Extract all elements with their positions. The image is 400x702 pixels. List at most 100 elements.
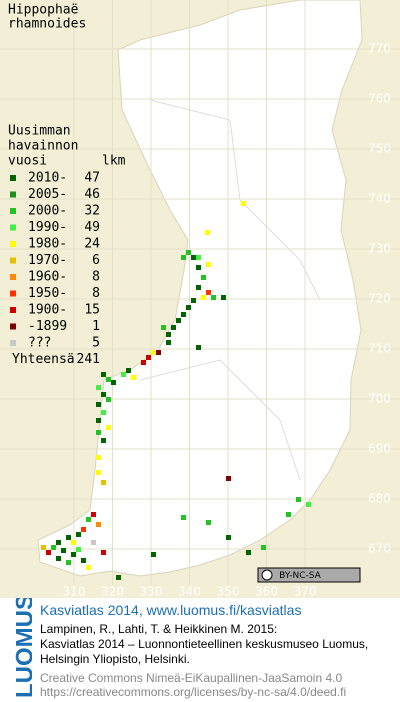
record-square — [96, 418, 101, 423]
x-tick-label: 370 — [294, 585, 317, 599]
record-square — [296, 497, 301, 502]
legend-label: 1980- — [28, 237, 67, 252]
region-border — [149, 99, 321, 301]
record-square — [76, 547, 81, 552]
record-square — [166, 332, 171, 337]
species-name: Hippophaë — [8, 3, 79, 18]
legend-header: vuosi — [8, 154, 47, 169]
record-square — [221, 295, 226, 300]
record-square — [201, 295, 206, 300]
record-square — [71, 540, 76, 545]
record-square — [106, 425, 111, 430]
y-tick-label: 760 — [368, 92, 391, 106]
legend-count: 8 — [92, 286, 100, 301]
record-square — [101, 372, 106, 377]
legend-label: ??? — [28, 336, 51, 351]
record-square — [181, 515, 186, 520]
record-square — [96, 470, 101, 475]
record-square — [196, 345, 201, 350]
record-square — [106, 397, 111, 402]
legend-count: 6 — [92, 253, 100, 268]
record-square — [96, 402, 101, 407]
legend-swatch — [10, 274, 16, 280]
legend-label: 1960- — [28, 270, 67, 285]
record-square — [126, 368, 131, 373]
x-tick-label: 320 — [101, 585, 124, 599]
legend-label: 2005- — [28, 187, 67, 202]
record-square — [191, 298, 196, 303]
record-square — [76, 532, 81, 537]
citation-line: Kasviatlas 2014 – Luonnontieteellinen ke… — [40, 637, 369, 651]
legend-header: Uusimman — [8, 124, 71, 139]
legend-label: 1990- — [28, 220, 67, 235]
legend-swatch — [10, 224, 16, 231]
record-square — [91, 540, 96, 545]
record-square — [41, 545, 46, 550]
record-square — [56, 540, 61, 545]
license-line: https://creativecommons.org/licenses/by-… — [40, 685, 347, 699]
legend-label: 1900- — [28, 303, 67, 318]
record-square — [206, 262, 211, 267]
legend-swatch — [10, 340, 16, 346]
license-line: Creative Commons Nimeä-EiKaupallinen-Jaa… — [40, 671, 343, 685]
record-square — [226, 476, 231, 481]
record-square — [96, 522, 101, 527]
record-square — [96, 430, 101, 435]
record-square — [101, 550, 106, 555]
record-square — [206, 290, 211, 295]
record-squares — [41, 201, 311, 580]
legend-count-header: lkm — [102, 154, 126, 169]
y-tick-label: 730 — [368, 242, 391, 256]
y-tick-label: 700 — [368, 392, 391, 406]
record-square — [116, 575, 121, 580]
record-square — [171, 325, 176, 330]
record-square — [151, 552, 156, 557]
total-label: Yhteensä — [12, 352, 75, 367]
legend-count: 1 — [92, 319, 100, 334]
record-square — [106, 377, 111, 382]
y-tick-label: 740 — [368, 192, 391, 206]
legend-label: 2000- — [28, 204, 67, 219]
record-square — [66, 560, 71, 565]
record-square — [101, 410, 106, 415]
record-square — [96, 455, 101, 460]
record-square — [205, 230, 210, 235]
citation-line: Lampinen, R., Lahti, T. & Heikkinen M. 2… — [40, 622, 278, 636]
record-square — [61, 548, 66, 553]
y-tick-label: 720 — [368, 292, 391, 306]
record-square — [186, 305, 191, 310]
record-square — [196, 255, 201, 260]
record-square — [176, 318, 181, 323]
record-square — [111, 380, 116, 385]
region-border — [139, 359, 301, 481]
x-tick-label: 360 — [255, 585, 278, 599]
record-square — [121, 372, 126, 377]
record-square — [141, 360, 146, 365]
logo-svg: LUOMUS — [11, 594, 38, 698]
y-tick-label: 690 — [368, 442, 391, 456]
legend-swatch — [10, 175, 16, 181]
legend-label: 1970- — [28, 253, 67, 268]
legend-count: 5 — [92, 336, 100, 351]
record-square — [96, 385, 101, 390]
x-tick-label: 330 — [140, 585, 163, 599]
badge-box — [257, 567, 361, 583]
record-square — [196, 265, 201, 270]
record-square — [101, 480, 106, 485]
record-square — [66, 535, 71, 540]
record-square — [51, 545, 56, 550]
logo-text: LUOMUS — [11, 598, 32, 698]
legend-count: 46 — [84, 187, 100, 202]
badge-text: BY-NC-SA — [279, 571, 322, 581]
record-square — [261, 545, 266, 550]
species-name: rhamnoides — [8, 17, 86, 32]
y-tick-label: 710 — [368, 342, 391, 356]
record-square — [211, 295, 216, 300]
record-square — [46, 550, 51, 555]
legend-count: 47 — [84, 171, 100, 186]
legend-label: 1950- — [28, 286, 67, 301]
record-square — [101, 392, 106, 397]
logo: LUOMUS — [2, 594, 38, 702]
legend-swatch — [10, 323, 16, 330]
